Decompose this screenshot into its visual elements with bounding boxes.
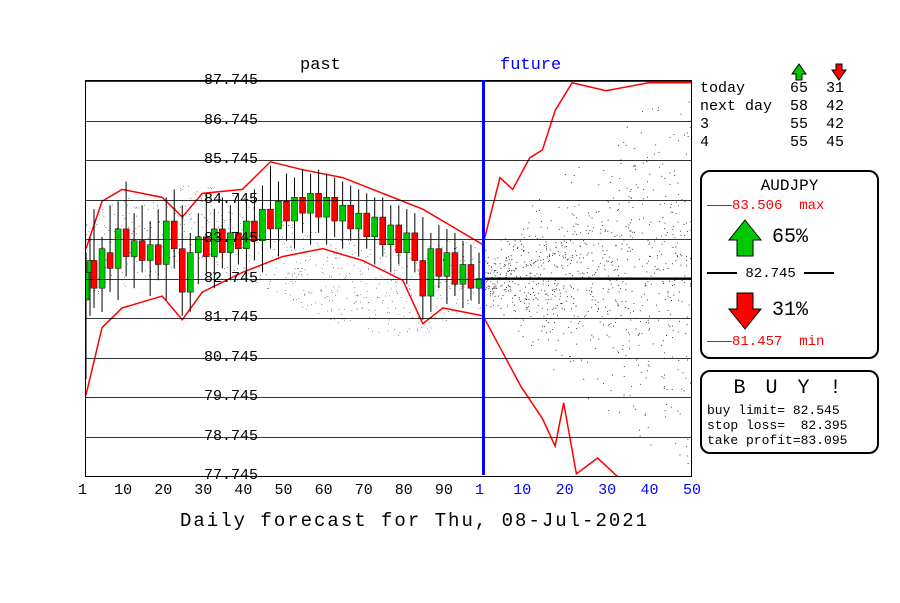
x-tick-label-past: 30 [194,482,212,499]
x-tick-label-past: 10 [114,482,132,499]
x-tick-label-past: 50 [274,482,292,499]
label-past: past [300,56,341,75]
down-percent: 31% [772,299,808,322]
x-tick-label-past: 80 [395,482,413,499]
label-future: future [500,56,561,75]
y-tick-label: 80.745 [198,349,258,366]
y-tick-label: 83.745 [198,230,258,247]
stats-table: today 65 31next day 58 423 55 424 55 45 [700,80,844,152]
x-tick-label-past: 1 [78,482,87,499]
y-tick-label: 78.745 [198,428,258,445]
max-price-line: 83.506 max [707,198,872,216]
y-tick-label: 82.745 [198,270,258,287]
x-tick-label-future: 50 [683,482,701,499]
x-tick-label-future: 10 [513,482,531,499]
y-tick-label: 87.745 [198,72,258,89]
arrow-up-icon [790,62,808,82]
x-tick-label-past: 40 [234,482,252,499]
trade-info-line: take profit=83.095 [707,433,872,448]
trade-signal-title: B U Y ! [707,377,872,400]
y-tick-label: 79.745 [198,388,258,405]
forecast-info-box: AUDJPY 83.506 max 65% 82.745 31% 81.457 … [700,170,879,359]
x-tick-label-past: 90 [435,482,453,499]
arrow-down-icon [830,62,848,82]
y-tick-label: 84.745 [198,191,258,208]
x-tick-label-past: 70 [355,482,373,499]
x-tick-label-future: 40 [641,482,659,499]
stats-row: 4 55 45 [700,134,844,152]
stats-row: today 65 31 [700,80,844,98]
stats-row: next day 58 42 [700,98,844,116]
symbol-label: AUDJPY [707,177,872,195]
stats-row: 3 55 42 [700,116,844,134]
trade-info-line: buy limit= 82.545 [707,403,872,418]
trade-signal-box: B U Y ! buy limit= 82.545stop loss= 82.3… [700,370,879,454]
min-price-line: 81.457 min [707,334,872,352]
x-tick-label-past: 20 [154,482,172,499]
x-tick-label-past: 60 [315,482,333,499]
past-future-divider [482,80,485,475]
mid-price-line: 82.745 [707,266,872,284]
trade-info-line: stop loss= 82.395 [707,418,872,433]
chart-footer-title: Daily forecast for Thu, 08-Jul-2021 [180,510,649,532]
x-tick-label-future: 20 [556,482,574,499]
big-arrow-up-icon [725,218,765,258]
x-tick-label-future: 30 [598,482,616,499]
y-tick-label: 86.745 [198,112,258,129]
x-tick-label-future: 1 [475,482,484,499]
y-tick-label: 81.745 [198,309,258,326]
y-tick-label: 85.745 [198,151,258,168]
chart-plot-area [85,80,692,477]
big-arrow-down-icon [725,291,765,331]
up-percent: 65% [772,226,808,249]
